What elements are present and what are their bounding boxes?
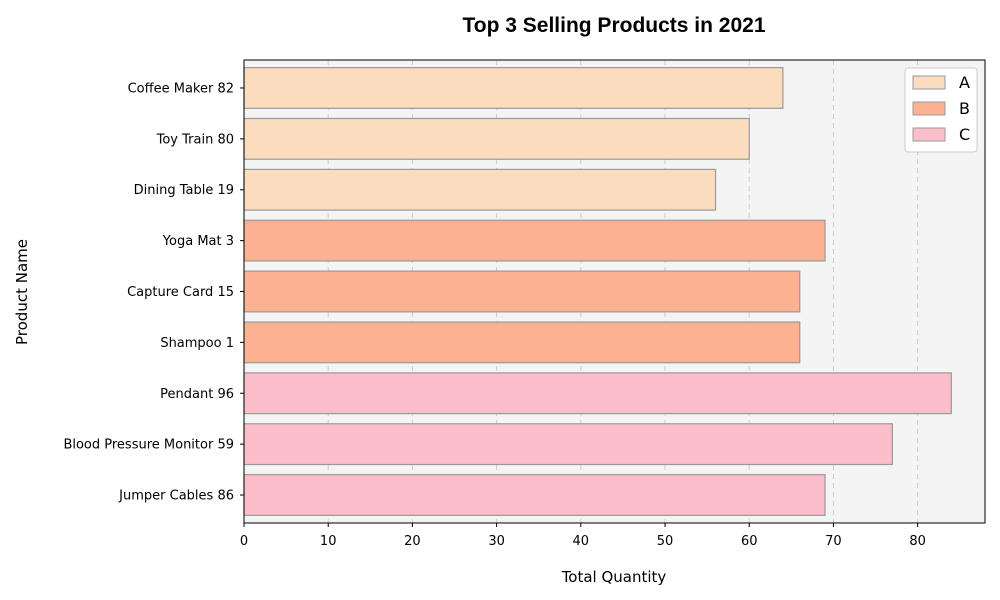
bar [243,67,784,109]
bar [243,270,801,313]
x-tick-label: 50 [657,534,674,549]
bar [243,372,952,415]
legend-swatch [912,127,946,142]
y-tick-label: Shampoo 1 [160,336,234,351]
bars [243,67,952,516]
legend-label: C [959,125,970,144]
bar [243,168,717,211]
bar [243,474,826,516]
chart-title: Top 3 Selling Products in 2021 [462,14,765,37]
y-axis-label: Product Name [13,239,31,345]
y-tick-label: Jumper Cables 86 [118,489,234,504]
x-tick-label: 60 [741,534,758,549]
x-tick-label: 70 [825,534,842,549]
legend: ABC [904,67,978,153]
x-tick-label: 0 [240,534,248,549]
legend-swatch [912,75,946,90]
x-tick-label: 80 [909,534,926,549]
y-tick-label: Coffee Maker 82 [128,81,234,96]
y-tick-label: Toy Train 80 [156,132,234,147]
legend-label: B [959,99,970,118]
legend-label: A [959,73,970,92]
y-tick-label: Pendant 96 [160,387,234,402]
x-axis-ticks: 0 10 20 30 40 50 60 70 80 [240,523,926,549]
bar [243,219,826,262]
y-axis-ticks: Coffee Maker 82 Toy Train 80 Dining Table … [63,81,244,504]
y-tick-label: Capture Card 15 [127,285,234,300]
bar [243,321,801,364]
x-tick-label: 30 [488,534,505,549]
x-tick-label: 20 [404,534,421,549]
y-tick-label: Yoga Mat 3 [162,234,234,249]
y-tick-label: Blood Pressure Monitor 59 [63,438,234,453]
x-axis-label: Total Quantity [561,568,667,586]
x-tick-label: 40 [573,534,590,549]
x-tick-label: 10 [320,534,337,549]
y-tick-label: Dining Table 19 [134,183,234,198]
bar [243,423,893,466]
bar [243,117,750,160]
legend-swatch [912,101,946,116]
